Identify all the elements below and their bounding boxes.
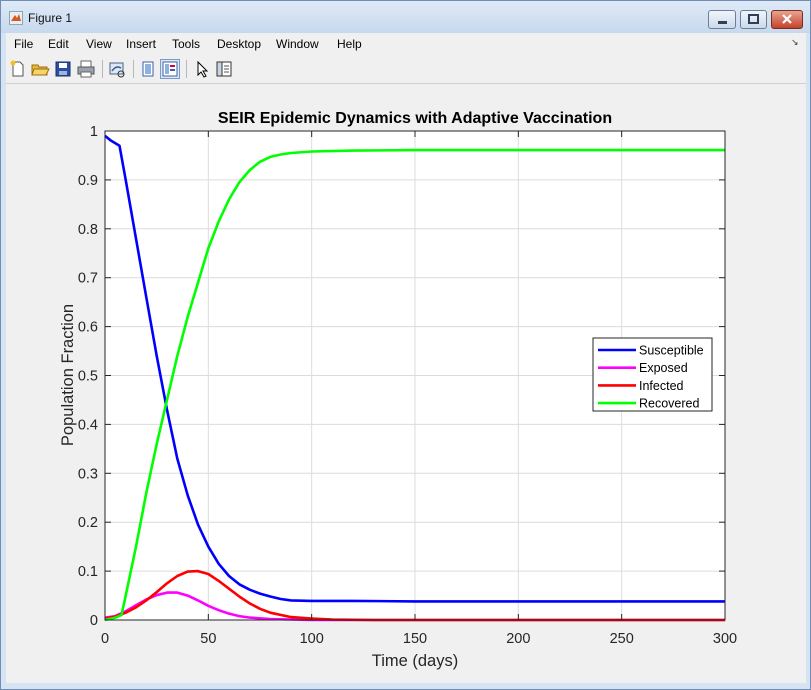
close-button[interactable] [771,10,803,29]
x-axis-label: Time (days) [372,652,458,670]
tick-marks [104,130,726,621]
toolbar-separator [186,60,187,78]
show-plot-tools-icon[interactable] [160,59,180,79]
menu-help[interactable]: Help [337,37,362,51]
series-line-recovered [104,148,725,622]
title-bar[interactable]: Figure 1 [1,1,810,33]
y-tick-label: 0.5 [78,369,98,385]
menu-window[interactable]: Window [276,37,319,51]
y-tick-label: 0 [90,613,98,629]
legend-label: Infected [639,379,684,393]
x-tick-label: 300 [713,631,737,647]
x-tick-label: 50 [200,631,216,647]
y-tick-label: 0.7 [78,271,98,287]
menu-desktop[interactable]: Desktop [217,37,262,51]
menu-file[interactable]: File [14,37,34,51]
link-plot-icon[interactable] [107,59,127,79]
minimize-button[interactable] [708,10,736,29]
edit-plot-icon[interactable] [192,59,212,79]
menu-insert[interactable]: Insert [126,37,157,51]
y-tick-label: 0.8 [78,222,98,238]
legend-label: Recovered [639,397,699,411]
y-tick-label: 1 [90,124,98,140]
x-tick-label: 200 [506,631,530,647]
chart-title: SEIR Epidemic Dynamics with Adaptive Vac… [218,110,612,127]
save-icon[interactable] [53,59,73,79]
toolbar-separator [133,60,134,78]
legend-label: Susceptible [639,344,704,358]
maximize-button[interactable] [740,10,767,29]
x-tick-label: 150 [403,631,427,647]
menu-overflow-icon[interactable]: ↘ [791,37,799,47]
matlab-logo-icon [9,11,23,25]
toolbar [6,55,806,84]
window-title: Figure 1 [28,11,73,25]
figure-canvas: 0 50 100 150 200 250 300 0 0.1 0.2 0.3 0.4 0.5 0.6 0.7… [6,84,806,683]
grid-lines [105,131,725,620]
toolbar-separator [102,60,103,78]
y-tick-label: 0.4 [78,417,98,433]
menu-edit[interactable]: Edit [48,37,69,51]
legend-label: Exposed [639,361,688,375]
property-editor-icon[interactable] [214,59,234,79]
y-tick-label: 0.1 [78,564,98,580]
print-icon[interactable] [76,59,96,79]
y-tick-label: 0.3 [78,466,98,482]
y-axis-label: Population Fraction [59,304,77,446]
legend[interactable]: Susceptible Exposed Infected Recovered [592,337,713,412]
tick-labels: 0 50 100 150 200 250 300 0 0.1 0.2 0.3 0.4 0.5 0.6 0.7… [78,124,737,647]
new-figure-icon[interactable] [8,59,28,79]
y-tick-label: 0.9 [78,173,98,189]
menu-tools[interactable]: Tools [172,37,201,51]
y-tick-label: 0.2 [78,515,98,531]
menu-bar: File Edit View Insert Tools Desktop Wind… [6,33,806,55]
hide-plot-tools-icon[interactable] [138,59,158,79]
x-tick-label: 250 [610,631,634,647]
y-tick-label: 0.6 [78,320,98,336]
open-file-icon[interactable] [30,59,50,79]
x-tick-label: 100 [300,631,324,647]
series-line-susceptible [104,134,725,603]
menu-view[interactable]: View [86,37,112,51]
x-tick-label: 0 [101,631,109,647]
seir-chart: 0 50 100 150 200 250 300 0 0.1 0.2 0.3 0.4 0.5 0.6 0.7… [59,110,737,670]
